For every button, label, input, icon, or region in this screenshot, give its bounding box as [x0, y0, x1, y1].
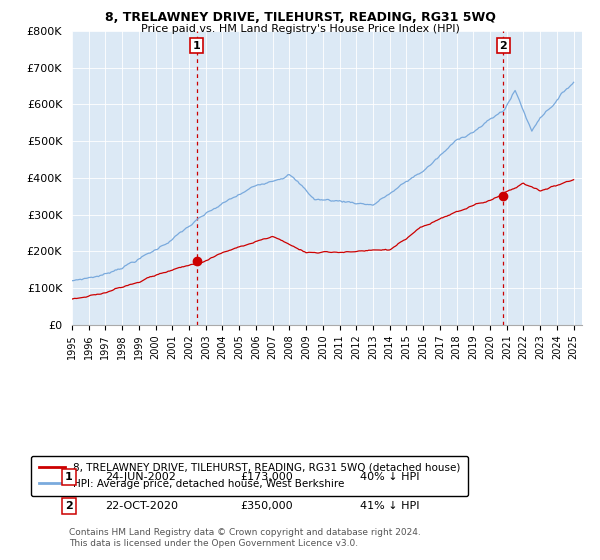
Text: 22-OCT-2020: 22-OCT-2020: [105, 501, 178, 511]
Text: £350,000: £350,000: [240, 501, 293, 511]
Text: 24-JUN-2002: 24-JUN-2002: [105, 472, 176, 482]
Text: 1: 1: [193, 40, 200, 50]
Text: Price paid vs. HM Land Registry's House Price Index (HPI): Price paid vs. HM Land Registry's House …: [140, 24, 460, 34]
Text: Contains HM Land Registry data © Crown copyright and database right 2024.
This d: Contains HM Land Registry data © Crown c…: [69, 528, 421, 548]
Legend: 8, TRELAWNEY DRIVE, TILEHURST, READING, RG31 5WQ (detached house), HPI: Average : 8, TRELAWNEY DRIVE, TILEHURST, READING, …: [31, 456, 467, 496]
Text: 2: 2: [65, 501, 73, 511]
Text: 2: 2: [499, 40, 507, 50]
Text: £173,000: £173,000: [240, 472, 293, 482]
Text: 1: 1: [65, 472, 73, 482]
Text: 41% ↓ HPI: 41% ↓ HPI: [360, 501, 419, 511]
Text: 8, TRELAWNEY DRIVE, TILEHURST, READING, RG31 5WQ: 8, TRELAWNEY DRIVE, TILEHURST, READING, …: [104, 11, 496, 24]
Text: 40% ↓ HPI: 40% ↓ HPI: [360, 472, 419, 482]
